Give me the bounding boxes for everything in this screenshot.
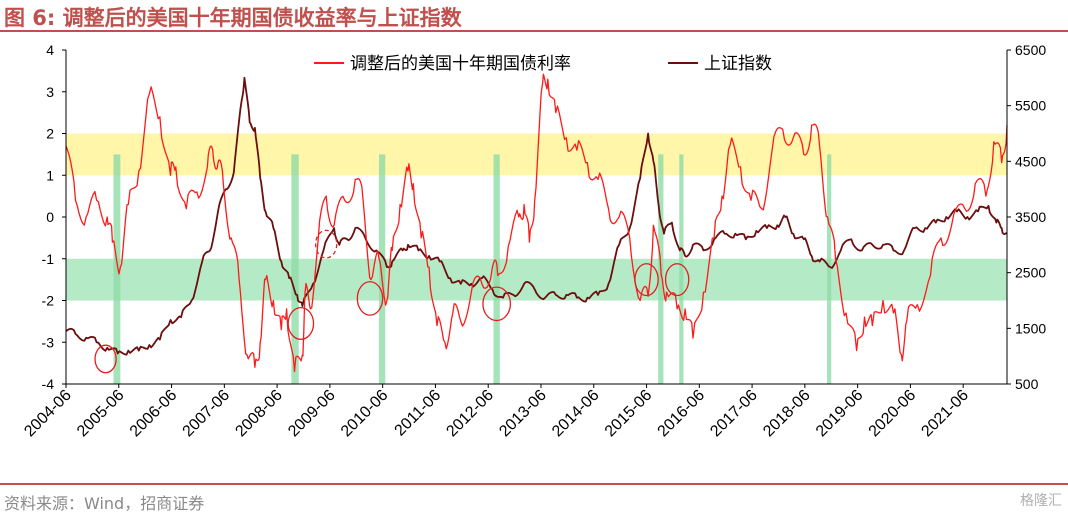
watermark-logo: 格隆汇 xyxy=(1020,493,1062,509)
annotation-circle-4 xyxy=(482,286,512,322)
x-tick-label: 2010-06 xyxy=(338,387,392,441)
left-tick-label: 1 xyxy=(46,167,54,183)
annotation-circle-5 xyxy=(634,263,659,297)
x-tick-label: 2019-06 xyxy=(813,387,867,441)
left-tick-label: 4 xyxy=(46,42,54,58)
x-tick-label: 2004-06 xyxy=(21,387,75,441)
x-tick-label: 2007-06 xyxy=(180,387,234,441)
left-tick-label: 2 xyxy=(46,126,54,142)
x-tick-label: 2014-06 xyxy=(549,387,603,441)
series-layer xyxy=(65,73,1008,373)
left-tick-label: 0 xyxy=(46,209,54,225)
right-tick-label: 500 xyxy=(1015,376,1039,392)
right-tick-label: 1500 xyxy=(1015,320,1046,336)
left-tick-label: -3 xyxy=(42,334,55,350)
band-layer xyxy=(66,133,1007,301)
x-tick-label: 2018-06 xyxy=(760,387,814,441)
legend-label-shanghai: 上证指数 xyxy=(704,54,772,74)
series-line-shanghai xyxy=(65,76,1008,356)
x-tick-label: 2020-06 xyxy=(866,387,920,441)
x-tick-label: 2009-06 xyxy=(285,387,339,441)
left-tick-label: -2 xyxy=(42,293,55,309)
right-tick-label: 3500 xyxy=(1015,209,1046,225)
x-tick-label: 2008-06 xyxy=(232,387,286,441)
right-tick-label: 2500 xyxy=(1015,265,1046,281)
left-tick-label: -1 xyxy=(42,251,55,267)
event-bar-6 xyxy=(827,154,832,384)
annotation-circle-2 xyxy=(314,229,338,259)
series-line-us10y xyxy=(65,73,1008,373)
title-rule xyxy=(0,30,1068,32)
x-tick-label: 2005-06 xyxy=(74,387,128,441)
x-tick-label: 2013-06 xyxy=(496,387,550,441)
x-tick-label: 2021-06 xyxy=(918,387,972,441)
x-tick-label: 2012-06 xyxy=(443,387,497,441)
axis-layer: 4 3 2 1 0 -1 -2 -3 -4 6500 5500 4500 3500 2500 1500 500… xyxy=(21,42,1046,440)
right-tick-label: 5500 xyxy=(1015,98,1046,114)
x-tick-label: 2015-06 xyxy=(602,387,656,441)
legend: 调整后的美国十年期国债利率 上证指数 xyxy=(314,54,772,74)
circle-layer xyxy=(94,229,690,374)
x-tick-label: 2011-06 xyxy=(392,387,445,440)
x-tick-label: 2006-06 xyxy=(127,387,181,441)
x-tick-label: 2017-06 xyxy=(707,387,761,441)
annotation-circle-3 xyxy=(356,281,384,316)
event-bar-1 xyxy=(291,154,299,384)
figure-title: 图 6: 调整后的美国十年期国债收益率与上证指数 xyxy=(4,6,462,30)
left-tick-label: 3 xyxy=(46,84,54,100)
x-tick-label: 2016-06 xyxy=(655,387,709,441)
annotation-circle-6 xyxy=(664,263,690,297)
chart: 4 3 2 1 0 -1 -2 -3 -4 6500 5500 4500 3500 2500 1500 500… xyxy=(21,42,1046,440)
right-tick-label: 4500 xyxy=(1015,153,1046,169)
footer-rule xyxy=(0,483,1068,485)
source-note: 资料来源：Wind，招商证券 xyxy=(4,494,205,513)
annotation-circle-0 xyxy=(94,344,117,374)
left-tick-label: -4 xyxy=(42,376,55,392)
event-bar-5 xyxy=(679,154,684,384)
event-bar-0 xyxy=(113,154,121,384)
legend-label-us10y: 调整后的美国十年期国债利率 xyxy=(350,54,571,74)
right-tick-label: 6500 xyxy=(1015,42,1046,58)
annotation-circle-1 xyxy=(287,306,315,340)
event-bar-2 xyxy=(378,154,386,384)
